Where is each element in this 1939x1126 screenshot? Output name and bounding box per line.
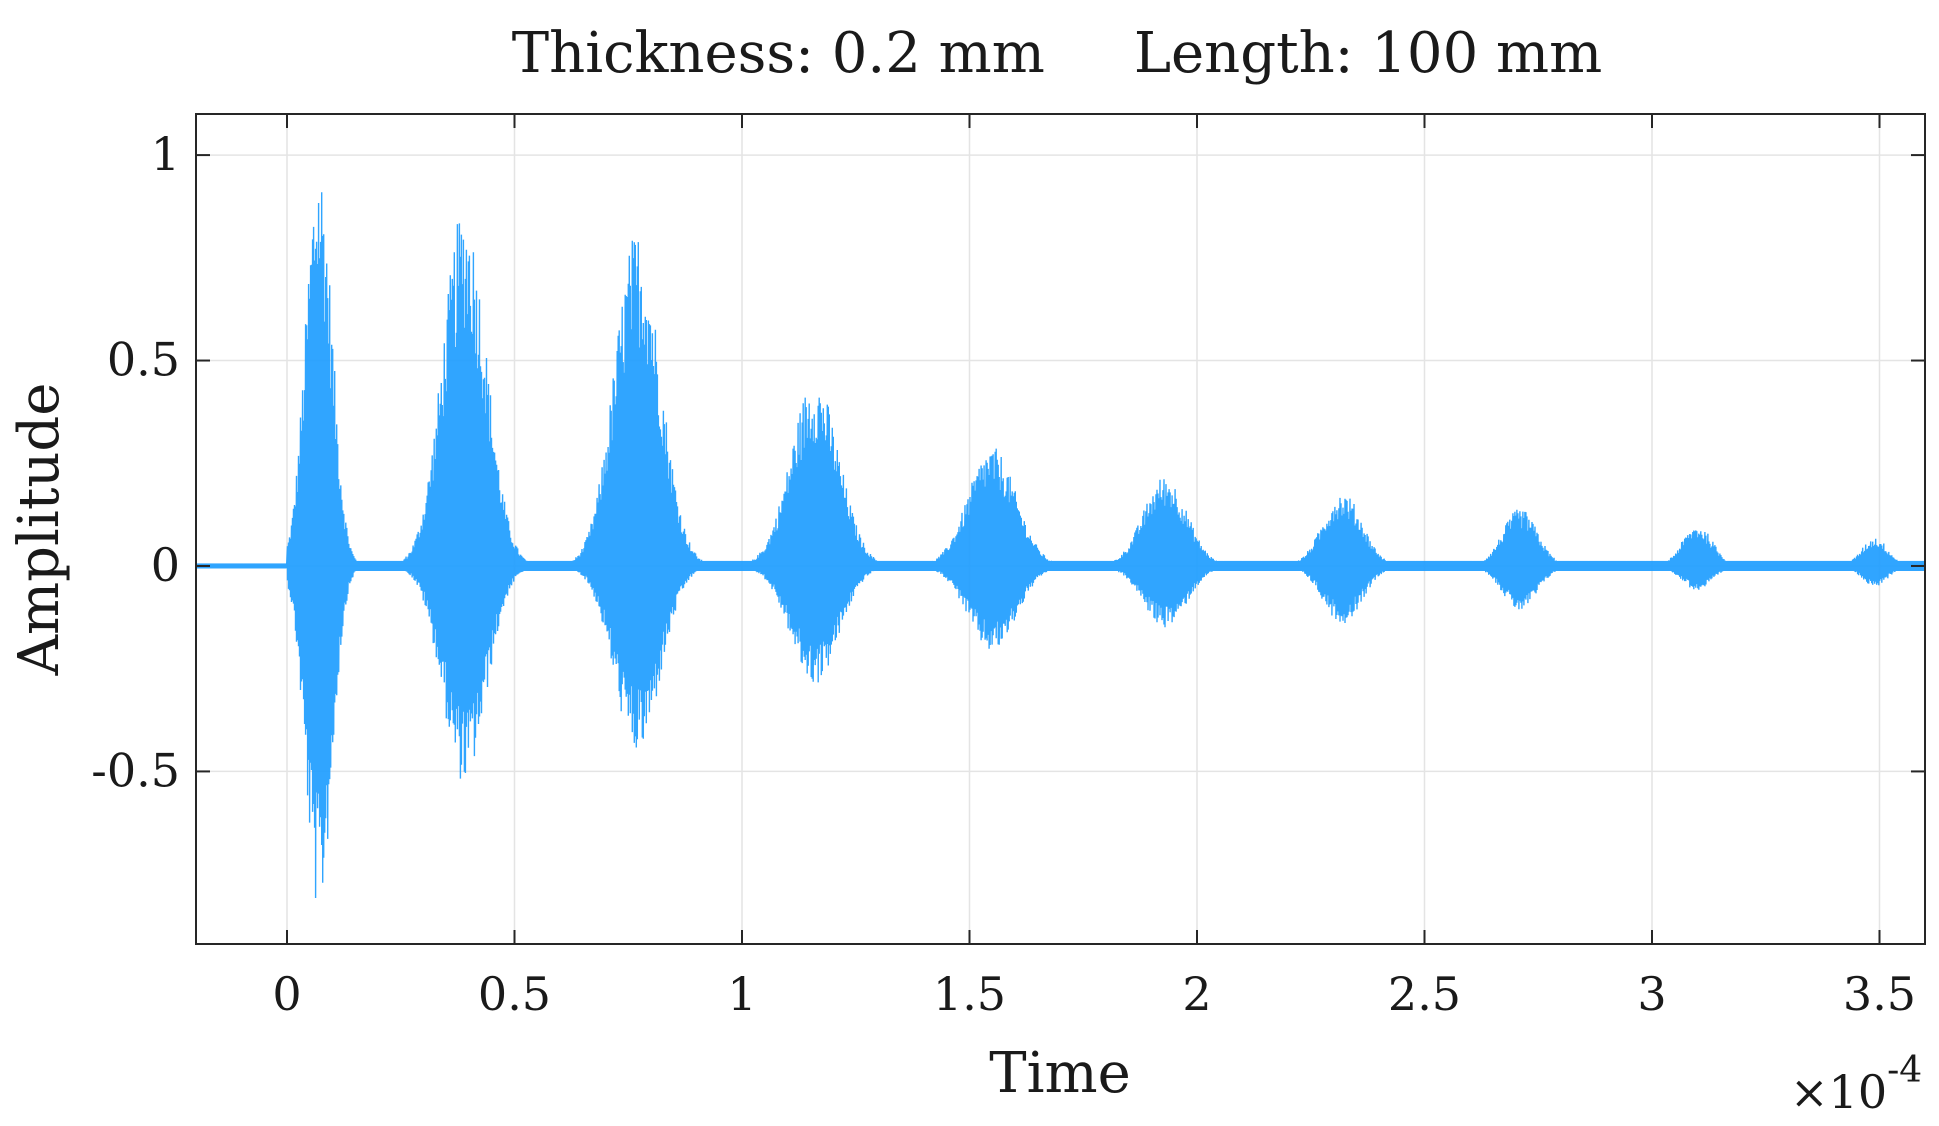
- x-tick-label: 0: [272, 967, 301, 1021]
- y-axis-label: Amplitude: [7, 383, 72, 677]
- x-axis-label: Time: [989, 1041, 1131, 1106]
- x-exponent: ×10-4: [1790, 1050, 1922, 1119]
- x-tick-label: 3: [1637, 967, 1666, 1021]
- axis-ticks: [196, 114, 1925, 944]
- x-tick-label: 1.5: [933, 967, 1006, 1021]
- x-tick-label: 2.5: [1388, 967, 1461, 1021]
- x-tick-label: 3.5: [1843, 967, 1916, 1021]
- y-tick-label: 1: [151, 127, 180, 181]
- x-tick-label: 2: [1182, 967, 1211, 1021]
- x-tick-label: 0.5: [478, 967, 551, 1021]
- x-tick-label: 1: [727, 967, 756, 1021]
- y-tick-label: 0: [151, 538, 180, 592]
- x-exponent-base: 10: [1829, 1065, 1888, 1119]
- tick-labels: 0 0.5 1 1.5 2 2.5 3 3.5 -0.5 0 0.5 1: [91, 127, 1916, 1021]
- chart-title: Thickness: 0.2 mm Length: 100 mm: [512, 21, 1602, 86]
- signal-series: [195, 192, 1926, 899]
- y-tick-label: -0.5: [91, 743, 180, 797]
- plot-frame: [195, 113, 1926, 945]
- signal-trace: [195, 192, 1926, 899]
- x-exponent-power: -4: [1887, 1050, 1922, 1091]
- y-tick-label: 0.5: [107, 333, 180, 387]
